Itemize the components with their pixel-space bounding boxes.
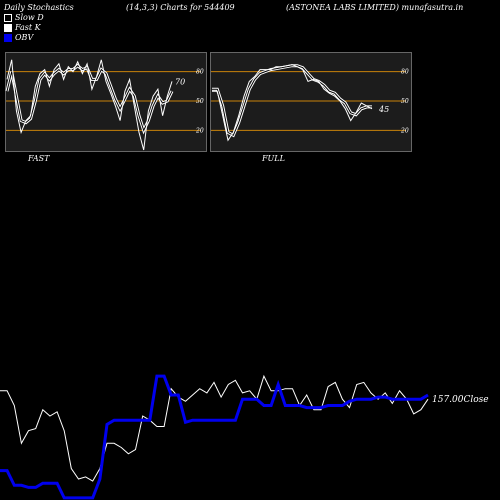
full-slow-d-line [212,65,372,137]
obv-swatch [4,33,12,42]
fast-ytick-50: 50 [196,98,204,105]
slow-d-swatch [4,13,12,22]
obv-line [0,374,429,500]
fast-stochastic-panel [5,52,207,152]
fast-slow-d-line [6,65,173,132]
full-ytick-80: 80 [401,69,409,76]
full-ytick-20: 20 [400,127,409,134]
close-label: 157.00Close [432,395,489,405]
fast-last-value-label: 70 [175,77,185,86]
chart-params: (14,3,3) Charts for 544409 [126,3,235,12]
legend-slow-d-label: Slow D [15,13,44,22]
full-last-value-label: 45 [378,105,389,114]
full-ytick-50: 50 [401,98,409,105]
company-label: (ASTONEA LABS LIMITED) munafasutra.in [286,3,464,12]
chart-title: Daily Stochastics [4,3,74,12]
legend-fast-k: Fast K [4,23,41,32]
fast-k-swatch [4,23,12,32]
legend-obv-label: OBV [15,33,34,42]
fast-fast-k-line [6,59,173,151]
full-panel-label: FULL [262,154,285,163]
legend-obv: OBV [4,33,33,42]
fast-ytick-20: 20 [195,127,204,134]
price-line [0,374,429,482]
full-fast-k-line [212,64,373,142]
fast-ytick-80: 80 [196,69,204,76]
fast-panel-label: FAST [28,154,50,163]
legend-fast-k-label: Fast K [15,23,41,32]
legend-slow-d: Slow D [4,13,44,22]
